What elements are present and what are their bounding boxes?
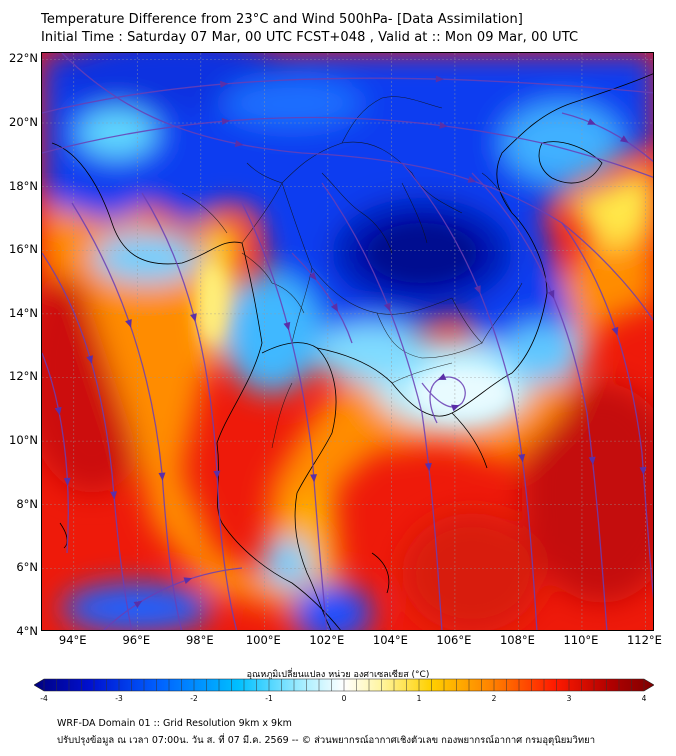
streamline <box>61 53 653 322</box>
wind-arrow <box>619 135 629 143</box>
wind-arrow <box>474 285 481 294</box>
lat-label: 14°N <box>9 305 38 320</box>
wind-arrow <box>283 321 291 331</box>
lat-label: 10°N <box>9 433 38 448</box>
lat-label: 20°N <box>9 114 38 129</box>
temperature-map <box>42 53 653 630</box>
streamline <box>42 252 133 630</box>
wind-arrow <box>639 466 647 476</box>
lon-label: 102°E <box>309 633 345 647</box>
colorbar-tick-label: 2 <box>491 694 497 703</box>
wind-arrow <box>63 477 71 486</box>
streamline <box>561 112 653 163</box>
lat-label: 8°N <box>16 496 38 511</box>
country-borders <box>181 96 523 449</box>
wind-arrow <box>183 577 193 585</box>
wind-arrow <box>437 373 447 380</box>
streamline <box>401 162 538 630</box>
wind-arrow <box>547 289 555 299</box>
streamline <box>291 252 353 344</box>
map-gridlines <box>42 53 653 630</box>
wind-arrow <box>330 303 339 312</box>
lon-label: 96°E <box>122 633 151 647</box>
wind-arrow <box>234 140 244 147</box>
temperature-field <box>42 53 653 630</box>
streamline <box>42 116 653 178</box>
streamline <box>421 376 466 424</box>
colorbar-tick-label: -4 <box>40 694 48 703</box>
lat-label: 4°N <box>16 624 38 638</box>
streamline <box>103 567 243 630</box>
wind-arrow <box>125 318 132 328</box>
footer-credit: ปรับปรุงข้อมูล ณ เวลา 07:00น. วัน ส. ที่… <box>57 735 596 746</box>
lon-label: 98°E <box>185 633 214 647</box>
streamline <box>141 192 238 630</box>
colorbar-tick-label: -1 <box>265 694 273 703</box>
coastline <box>51 73 653 630</box>
lat-label: 22°N <box>9 51 38 66</box>
streamline <box>42 77 653 114</box>
wind-arrow <box>310 474 318 483</box>
wind-arrow <box>190 313 197 322</box>
wind-arrow <box>54 406 62 416</box>
wind-arrows <box>54 75 647 608</box>
wind-arrow <box>221 117 230 125</box>
wind-arrow <box>86 355 93 364</box>
colorbar-tick-label: 1 <box>416 694 422 703</box>
wind-arrow <box>383 302 391 312</box>
wind-arrow <box>158 472 166 481</box>
colorbar <box>34 678 654 692</box>
streamline <box>241 202 328 630</box>
colorbar-tick-label: -2 <box>190 694 198 703</box>
map-subtitle: Initial Time : Saturday 07 Mar, 00 UTC F… <box>41 30 579 45</box>
lat-label: 18°N <box>9 178 38 193</box>
wind-arrow <box>133 600 143 608</box>
streamline <box>321 182 443 630</box>
wind-arrow <box>110 491 118 500</box>
wind-arrow <box>439 121 448 129</box>
colorbar-tick-label: 0 <box>341 694 347 703</box>
temperature-detail <box>198 223 512 418</box>
colorbar-tick-label: 4 <box>641 694 647 703</box>
wind-arrow <box>308 271 317 281</box>
colorbar-tick-label: 3 <box>566 694 572 703</box>
lon-label: 110°E <box>563 633 599 647</box>
streamline <box>71 202 183 630</box>
lat-label: 6°N <box>16 560 38 575</box>
wind-arrow <box>213 470 221 479</box>
wind-arrow <box>220 80 229 88</box>
wind-arrow <box>611 326 619 336</box>
map-panel <box>41 52 654 631</box>
lon-label: 94°E <box>58 633 87 647</box>
lat-label: 16°N <box>9 242 38 257</box>
streamline <box>42 352 69 554</box>
wind-arrow <box>435 75 444 83</box>
wind-streamlines <box>42 53 653 630</box>
lon-label: 104°E <box>372 633 408 647</box>
lon-label: 112°E <box>626 633 662 647</box>
wind-arrow <box>518 454 526 463</box>
lon-label: 108°E <box>499 633 535 647</box>
colorbar-title: อุณหภูมิเปลี่ยนแปลง หน่วย องศาเซลเซียส (… <box>246 670 430 680</box>
map-title: Temperature Difference from 23°C and Win… <box>41 12 523 27</box>
wind-arrow <box>587 118 596 125</box>
streamline <box>471 172 608 630</box>
wind-arrow <box>588 456 596 466</box>
colorbar-tick-label: -3 <box>115 694 123 703</box>
lon-label: 100°E <box>245 633 281 647</box>
lon-label: 106°E <box>436 633 472 647</box>
footer-domain: WRF-DA Domain 01 :: Grid Resolution 9km … <box>57 718 292 729</box>
lat-label: 12°N <box>9 369 38 384</box>
streamline <box>561 222 653 599</box>
wind-arrow <box>467 176 477 183</box>
wind-arrow <box>451 404 460 412</box>
wind-arrow <box>424 462 432 472</box>
